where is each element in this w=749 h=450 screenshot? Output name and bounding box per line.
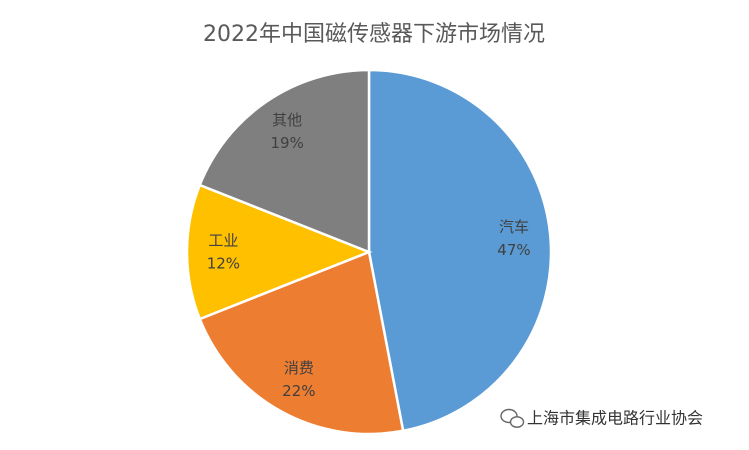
slice-category-label: 消费 bbox=[284, 359, 314, 377]
pie-slice bbox=[198, 250, 405, 436]
slice-value-label: 19% bbox=[270, 134, 303, 152]
slice-value-label: 22% bbox=[282, 382, 315, 400]
slice-category-label: 汽车 bbox=[499, 218, 529, 236]
slice-category-label: 其他 bbox=[272, 111, 302, 129]
slice-category-label: 工业 bbox=[208, 232, 238, 250]
pie-slice bbox=[198, 68, 371, 254]
chart-title: 2022年中国磁传感器下游市场情况 bbox=[203, 22, 545, 47]
slice-value-label: 47% bbox=[497, 241, 530, 259]
pie-slice bbox=[367, 68, 553, 433]
watermark: 上海市集成电路行业协会 bbox=[527, 409, 703, 428]
pie-slice bbox=[185, 183, 373, 321]
wechat-icon bbox=[500, 408, 525, 428]
slice-value-label: 12% bbox=[207, 255, 240, 273]
